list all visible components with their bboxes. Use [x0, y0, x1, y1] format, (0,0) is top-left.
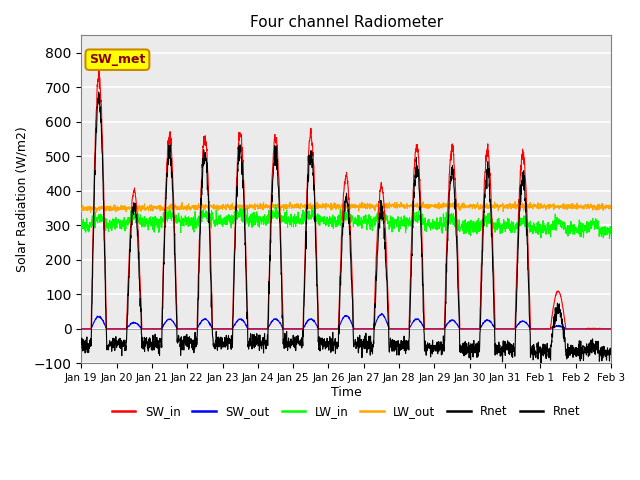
X-axis label: Time: Time [331, 386, 362, 399]
Text: SW_met: SW_met [89, 53, 145, 66]
Legend: SW_in, SW_out, LW_in, LW_out, Rnet, Rnet: SW_in, SW_out, LW_in, LW_out, Rnet, Rnet [107, 401, 585, 423]
Y-axis label: Solar Radiation (W/m2): Solar Radiation (W/m2) [15, 127, 28, 272]
Title: Four channel Radiometer: Four channel Radiometer [250, 15, 443, 30]
